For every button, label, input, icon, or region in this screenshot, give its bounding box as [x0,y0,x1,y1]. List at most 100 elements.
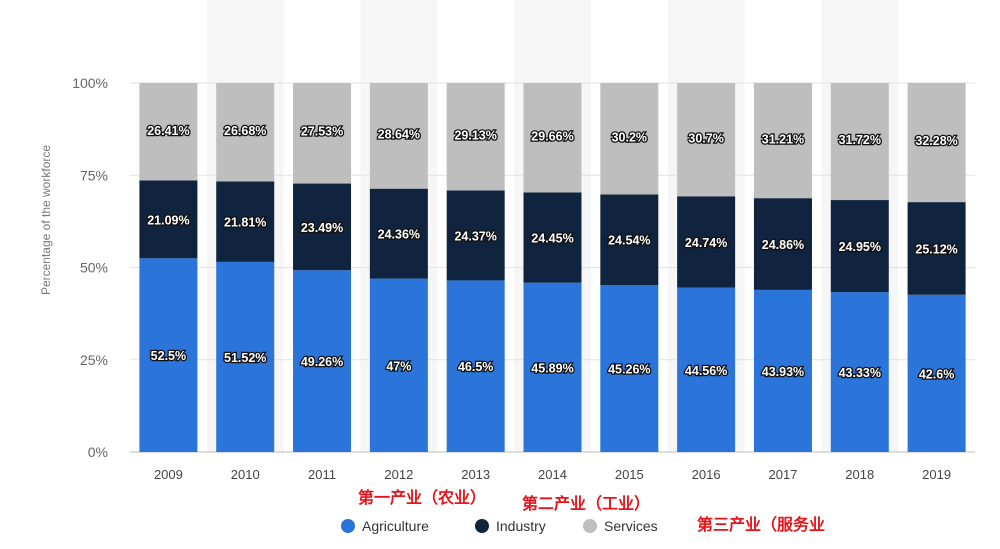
y-tick-label: 25% [80,352,108,368]
y-tick-label: 75% [80,167,108,183]
bar-agriculture [600,284,659,452]
data-label: 28.64% [378,128,420,142]
legend-swatch [475,519,489,533]
y-axis-ticks: 0% 25% 50% 75% 100% [72,75,108,460]
x-tick-label: 2016 [692,467,721,482]
legend-label: Agriculture [362,518,429,534]
bar-services [600,83,659,195]
data-label: 45.89% [531,361,573,375]
data-label: 51.52% [224,351,266,365]
data-label: 24.54% [608,234,650,248]
bar-agriculture [216,261,275,452]
bar-agriculture [907,294,966,452]
bar-services [139,83,198,181]
x-tick-label: 2010 [231,467,260,482]
bar-agriculture [830,292,889,452]
legend-swatch [341,519,355,533]
legend-item-agriculture[interactable]: Agriculture [341,518,429,534]
data-label: 30.7% [688,131,723,145]
bar-agriculture [753,289,812,452]
legend-item-industry[interactable]: Industry [475,518,546,534]
y-tick-label: 0% [88,444,108,460]
bar-industry [907,202,966,295]
bar-services [830,83,889,201]
bar-agriculture [446,280,505,452]
x-tick-label: 2013 [461,467,490,482]
data-label: 52.5% [151,349,186,363]
data-label: 32.28% [915,134,957,148]
data-label: 46.5% [458,360,493,374]
bar-industry [216,181,275,262]
legend-swatch [583,519,597,533]
bar-agriculture [139,258,198,452]
data-label: 42.6% [919,367,954,381]
x-tick-label: 2014 [538,467,567,482]
data-label: 24.37% [454,229,496,243]
bar-industry [293,183,352,271]
data-label: 47% [386,359,411,373]
data-label: 24.86% [762,238,804,252]
data-label: 49.26% [301,355,343,369]
bar-services [523,83,582,193]
data-label: 24.45% [531,232,573,246]
data-label: 31.72% [839,133,881,147]
y-axis-label: Percentage of the workforce [39,145,53,295]
data-label: 27.53% [301,125,343,139]
annotation-tertiary: 第三产业（服务业 [697,515,825,534]
bar-agriculture [293,270,352,452]
data-label: 26.68% [224,124,266,138]
data-label: 24.74% [685,236,727,250]
bar-industry [139,180,198,259]
bar-services [446,83,505,191]
legend: Agriculture Industry Services [341,518,658,534]
x-tick-label: 2015 [615,467,644,482]
bar-services [677,83,736,197]
bar-services [216,83,275,182]
x-tick-label: 2017 [768,467,797,482]
bar-agriculture [523,282,582,452]
annotation-primary: 第一产业（农业） [358,488,486,507]
x-tick-label: 2019 [922,467,951,482]
data-label: 21.09% [147,213,189,227]
data-label: 21.81% [224,216,266,230]
bar-services [753,83,812,199]
data-label: 45.26% [608,362,650,376]
bar-industry [830,200,889,293]
bar-agriculture [369,278,428,452]
bar-industry [369,188,428,279]
x-axis-ticks: 2009 2010 2011 2012 2013 2014 2015 2016 2017 2018… [154,467,951,482]
bar-services [907,83,966,203]
bar-agriculture [677,287,736,452]
data-label: 24.95% [839,240,881,254]
data-label: 29.13% [454,129,496,143]
data-label: 26.41% [147,124,189,138]
bar-services [293,83,352,184]
bar-industry [446,190,505,281]
bar-services [369,83,428,189]
legend-label: Industry [496,518,546,534]
bar-industry [753,198,812,290]
x-tick-label: 2009 [154,467,183,482]
data-labels: 52.5% 21.09% 26.41% 51.52% 21.81% 26.68% 49.26… [146,122,959,382]
annotations: 第一产业（农业） 第二产业（工业） 第三产业（服务业 [358,488,825,534]
data-label: 24.36% [378,228,420,242]
x-tick-label: 2011 [308,467,336,482]
data-label: 25.12% [915,242,957,256]
legend-item-services[interactable]: Services [583,518,658,534]
legend-label: Services [604,518,658,534]
data-label: 43.33% [839,366,881,380]
bars [139,83,966,452]
bar-industry [677,196,736,288]
bar-industry [600,194,659,285]
data-label: 30.2% [612,130,647,144]
annotation-secondary: 第二产业（工业） [522,494,650,513]
data-label: 44.56% [685,364,727,378]
data-label: 29.66% [531,130,573,144]
data-label: 43.93% [762,365,804,379]
x-tick-label: 2018 [845,467,874,482]
data-label: 23.49% [301,221,343,235]
y-tick-label: 50% [80,260,108,276]
y-tick-label: 100% [72,75,108,91]
